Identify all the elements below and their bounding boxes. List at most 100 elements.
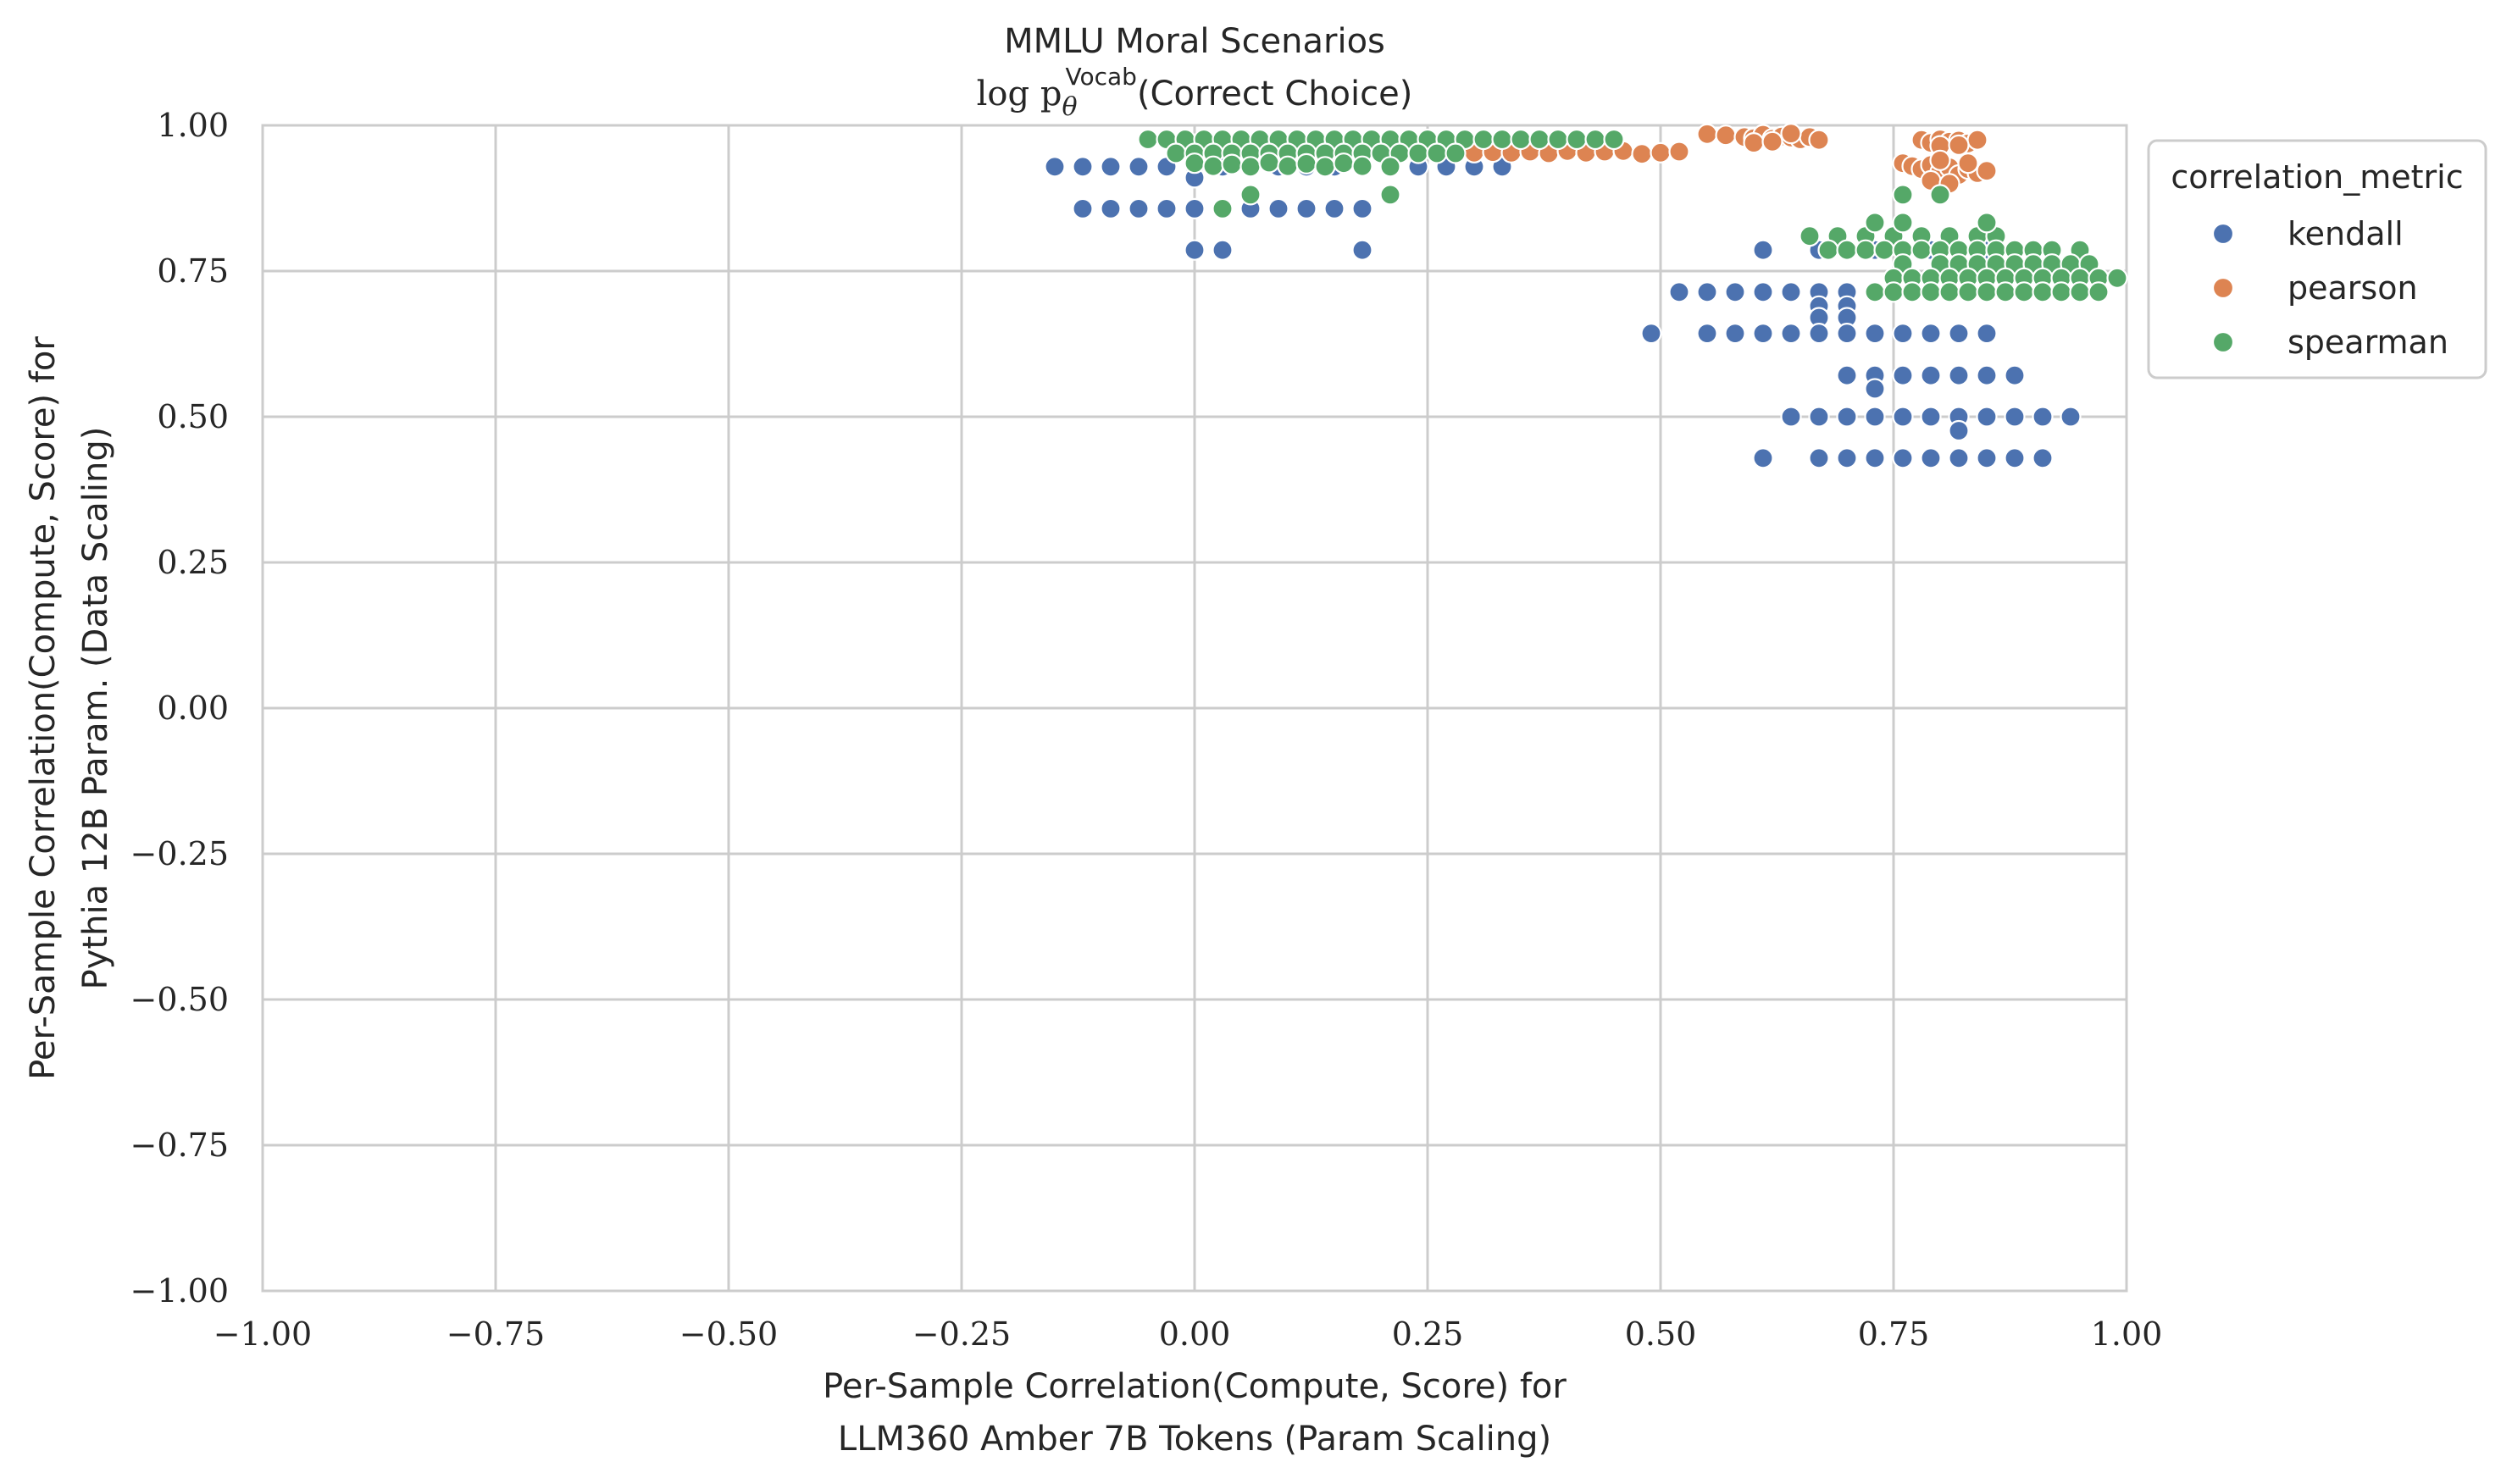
- x-tick-label: 1.00: [2091, 1315, 2163, 1353]
- data-point-spearman: [1910, 239, 1933, 261]
- data-point-spearman: [1379, 184, 1401, 206]
- data-point-spearman: [1929, 184, 1951, 206]
- data-point-spearman: [2032, 281, 2054, 303]
- data-point-kendall: [1808, 323, 1830, 345]
- data-point-kendall: [2032, 447, 2054, 469]
- data-point-spearman: [1883, 281, 1905, 303]
- x-tick-label: −0.50: [679, 1315, 778, 1353]
- data-point-spearman: [1491, 128, 1513, 151]
- data-point-kendall: [1892, 323, 1914, 345]
- data-point-pearson: [1780, 123, 1802, 145]
- data-point-kendall: [1920, 447, 1942, 469]
- y-tick-label: −0.50: [130, 981, 229, 1018]
- series-spearman: [1137, 128, 2128, 303]
- data-point-spearman: [2013, 281, 2035, 303]
- y-tick-label: 0.25: [157, 544, 229, 581]
- data-point-pearson: [1976, 160, 1998, 182]
- data-point-spearman: [1426, 142, 1448, 164]
- data-point-kendall: [1752, 239, 1774, 261]
- data-point-kendall: [1892, 447, 1914, 469]
- data-point-kendall: [1640, 323, 1662, 345]
- data-point-kendall: [1920, 406, 1942, 428]
- subtitle-sub: θ: [1062, 92, 1077, 122]
- data-point-spearman: [1212, 197, 1234, 219]
- data-point-spearman: [1873, 239, 1895, 261]
- x-tick-label: −1.00: [214, 1315, 312, 1353]
- data-point-pearson: [1743, 132, 1765, 154]
- data-point-kendall: [1864, 323, 1886, 345]
- data-point-kendall: [1696, 323, 1718, 345]
- data-point-kendall: [1724, 323, 1746, 345]
- data-point-spearman: [1258, 152, 1280, 174]
- data-point-kendall: [1780, 281, 1802, 303]
- legend-frame: [2147, 139, 2487, 379]
- data-point-kendall: [1920, 323, 1942, 345]
- data-point-spearman: [1566, 128, 1588, 151]
- data-point-pearson: [1957, 152, 1979, 174]
- data-point-spearman: [1920, 281, 1942, 303]
- data-point-pearson: [1948, 134, 1970, 156]
- data-point-spearman: [1351, 155, 1373, 177]
- data-point-spearman: [1295, 152, 1317, 174]
- data-point-spearman: [1892, 212, 1914, 234]
- data-point-spearman: [1277, 155, 1299, 177]
- data-point-kendall: [1864, 378, 1886, 400]
- data-point-kendall: [1780, 323, 1802, 345]
- data-point-kendall: [1752, 281, 1774, 303]
- data-point-spearman: [1379, 156, 1401, 178]
- legend-marker-spearman: [2211, 330, 2235, 354]
- data-point-spearman: [1957, 281, 1979, 303]
- data-point-spearman: [1239, 184, 1262, 206]
- data-point-kendall: [1323, 197, 1345, 219]
- data-point-spearman: [1976, 281, 1998, 303]
- y-tick-label: −0.75: [130, 1127, 229, 1164]
- data-point-kendall: [1864, 447, 1886, 469]
- data-point-pearson: [1808, 129, 1830, 151]
- data-point-kendall: [1892, 364, 1914, 386]
- data-point-kendall: [1976, 447, 1998, 469]
- data-point-spearman: [1901, 281, 1923, 303]
- data-point-kendall: [1351, 239, 1373, 261]
- data-point-kendall: [2004, 364, 2026, 386]
- y-axis-label-line2: Pythia 12B Param. (Data Scaling): [76, 427, 115, 990]
- data-point-kendall: [1752, 447, 1774, 469]
- data-point-spearman: [1165, 142, 1187, 164]
- data-point-spearman: [1817, 239, 1839, 261]
- data-point-spearman: [1407, 142, 1429, 164]
- data-point-kendall: [1836, 323, 1858, 345]
- data-point-kendall: [1948, 419, 1970, 442]
- data-point-spearman: [1202, 155, 1224, 177]
- y-tick-label: 0.50: [157, 398, 229, 435]
- data-point-spearman: [1864, 212, 1886, 234]
- data-point-kendall: [1836, 364, 1858, 386]
- y-tick-label: −1.00: [130, 1272, 229, 1310]
- data-point-kendall: [1212, 239, 1234, 261]
- tick-labels: −1.00 −0.75 −0.50 −0.25 0.00 0.25 0.50 0.75 1.00…: [130, 107, 2163, 1353]
- data-point-spearman: [1603, 128, 1625, 151]
- data-point-spearman: [1584, 128, 1606, 151]
- data-point-spearman: [1855, 239, 1877, 261]
- data-point-kendall: [1892, 406, 1914, 428]
- y-tick-label: 0.00: [157, 689, 229, 727]
- data-point-kendall: [1808, 447, 1830, 469]
- data-point-pearson: [1650, 141, 1672, 163]
- legend-items: kendall pearson spearman: [2211, 215, 2448, 361]
- data-point-kendall: [1668, 281, 1690, 303]
- data-point-spearman: [2106, 267, 2128, 289]
- data-point-spearman: [1836, 239, 1858, 261]
- x-tick-label: 0.25: [1392, 1315, 1464, 1353]
- data-point-pearson: [1966, 129, 1988, 151]
- data-point-pearson: [1761, 130, 1783, 152]
- data-point-kendall: [1184, 197, 1206, 219]
- data-point-kendall: [1128, 156, 1150, 178]
- chart-title: MMLU Moral Scenarios: [1004, 22, 1385, 61]
- data-point-spearman: [1547, 128, 1569, 151]
- y-tick-label: 0.75: [157, 252, 229, 290]
- data-point-kendall: [1780, 406, 1802, 428]
- legend-marker-pearson: [2211, 276, 2235, 300]
- legend-title: correlation_metric: [2171, 158, 2463, 196]
- y-tick-label: 1.00: [157, 107, 229, 144]
- data-point-kendall: [1724, 281, 1746, 303]
- x-tick-label: −0.75: [446, 1315, 545, 1353]
- data-point-kendall: [1976, 364, 1998, 386]
